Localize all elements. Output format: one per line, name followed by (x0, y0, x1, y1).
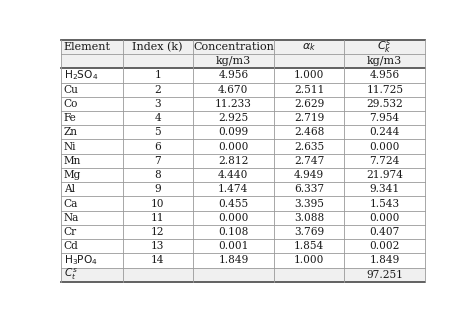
Text: Ni: Ni (64, 142, 76, 152)
Text: Na: Na (64, 213, 79, 223)
Text: 7.954: 7.954 (370, 113, 400, 123)
Text: 3.395: 3.395 (294, 198, 324, 209)
Text: 6: 6 (155, 142, 161, 152)
Text: kg/m3: kg/m3 (367, 56, 402, 66)
Text: 12: 12 (151, 227, 164, 237)
Text: 4.956: 4.956 (218, 71, 248, 80)
Text: 2.511: 2.511 (294, 85, 324, 95)
Text: 21.974: 21.974 (366, 170, 403, 180)
Text: 0.099: 0.099 (218, 128, 248, 137)
Text: 1.000: 1.000 (294, 255, 324, 266)
Text: Fe: Fe (64, 113, 76, 123)
Text: $\mathrm{H_3PO_4}$: $\mathrm{H_3PO_4}$ (64, 253, 98, 267)
Text: 14: 14 (151, 255, 164, 266)
Text: 97.251: 97.251 (366, 270, 403, 280)
Text: Al: Al (64, 184, 75, 194)
Bar (61, 54, 426, 68)
Text: $C_{k}^{s}$: $C_{k}^{s}$ (377, 38, 392, 55)
Text: 9.341: 9.341 (370, 184, 400, 194)
Text: 0.000: 0.000 (218, 142, 248, 152)
Text: Cu: Cu (64, 85, 79, 95)
Text: 2.747: 2.747 (294, 156, 324, 166)
Text: 2.812: 2.812 (218, 156, 248, 166)
Text: Ca: Ca (64, 198, 78, 209)
Text: 6.337: 6.337 (294, 184, 324, 194)
Text: 2: 2 (155, 85, 161, 95)
Text: 1.474: 1.474 (218, 184, 248, 194)
Text: 2.629: 2.629 (294, 99, 324, 109)
Text: 0.002: 0.002 (370, 241, 400, 251)
Text: 2.925: 2.925 (218, 113, 248, 123)
Bar (61, 267, 426, 282)
Text: 7.724: 7.724 (370, 156, 400, 166)
Text: 2.719: 2.719 (294, 113, 324, 123)
Text: 11: 11 (151, 213, 164, 223)
Text: 0.000: 0.000 (218, 213, 248, 223)
Text: 1: 1 (155, 71, 161, 80)
Text: 1.849: 1.849 (370, 255, 400, 266)
Text: 13: 13 (151, 241, 164, 251)
Text: 1.543: 1.543 (370, 198, 400, 209)
Text: Zn: Zn (64, 128, 78, 137)
Text: Mg: Mg (64, 170, 81, 180)
Text: Co: Co (64, 99, 78, 109)
Text: 0.455: 0.455 (218, 198, 248, 209)
Text: 0.244: 0.244 (370, 128, 400, 137)
Text: 11.233: 11.233 (215, 99, 252, 109)
Text: 2.468: 2.468 (294, 128, 324, 137)
Text: 8: 8 (155, 170, 161, 180)
Text: Index (k): Index (k) (132, 42, 183, 52)
Text: $C_{t}^{s}$: $C_{t}^{s}$ (64, 267, 77, 282)
Text: 0.000: 0.000 (370, 213, 400, 223)
Text: $\mathrm{H_2SO_4}$: $\mathrm{H_2SO_4}$ (64, 69, 98, 82)
Text: 0.407: 0.407 (370, 227, 400, 237)
Text: 4.956: 4.956 (370, 71, 400, 80)
Text: kg/m3: kg/m3 (216, 56, 251, 66)
Text: Cr: Cr (64, 227, 77, 237)
Text: 4.670: 4.670 (218, 85, 248, 95)
Text: 1.000: 1.000 (294, 71, 324, 80)
Text: 3: 3 (155, 99, 161, 109)
Text: Concentration: Concentration (193, 42, 274, 52)
Text: 11.725: 11.725 (366, 85, 403, 95)
Text: 4: 4 (155, 113, 161, 123)
Text: Cd: Cd (64, 241, 79, 251)
Text: 9: 9 (155, 184, 161, 194)
Text: 4.949: 4.949 (294, 170, 324, 180)
Text: 2.635: 2.635 (294, 142, 324, 152)
Text: 10: 10 (151, 198, 164, 209)
Text: 5: 5 (155, 128, 161, 137)
Text: 1.854: 1.854 (294, 241, 324, 251)
Text: 7: 7 (155, 156, 161, 166)
Text: Element: Element (64, 42, 110, 52)
Text: 3.088: 3.088 (294, 213, 324, 223)
Text: 29.532: 29.532 (366, 99, 403, 109)
Text: 4.440: 4.440 (218, 170, 248, 180)
Text: 1.849: 1.849 (218, 255, 248, 266)
Text: $\alpha_{k}$: $\alpha_{k}$ (302, 41, 316, 53)
Text: Mn: Mn (64, 156, 81, 166)
Text: 0.108: 0.108 (218, 227, 248, 237)
Text: 3.769: 3.769 (294, 227, 324, 237)
Bar (61, 40, 426, 54)
Text: 0.001: 0.001 (218, 241, 248, 251)
Text: 0.000: 0.000 (370, 142, 400, 152)
